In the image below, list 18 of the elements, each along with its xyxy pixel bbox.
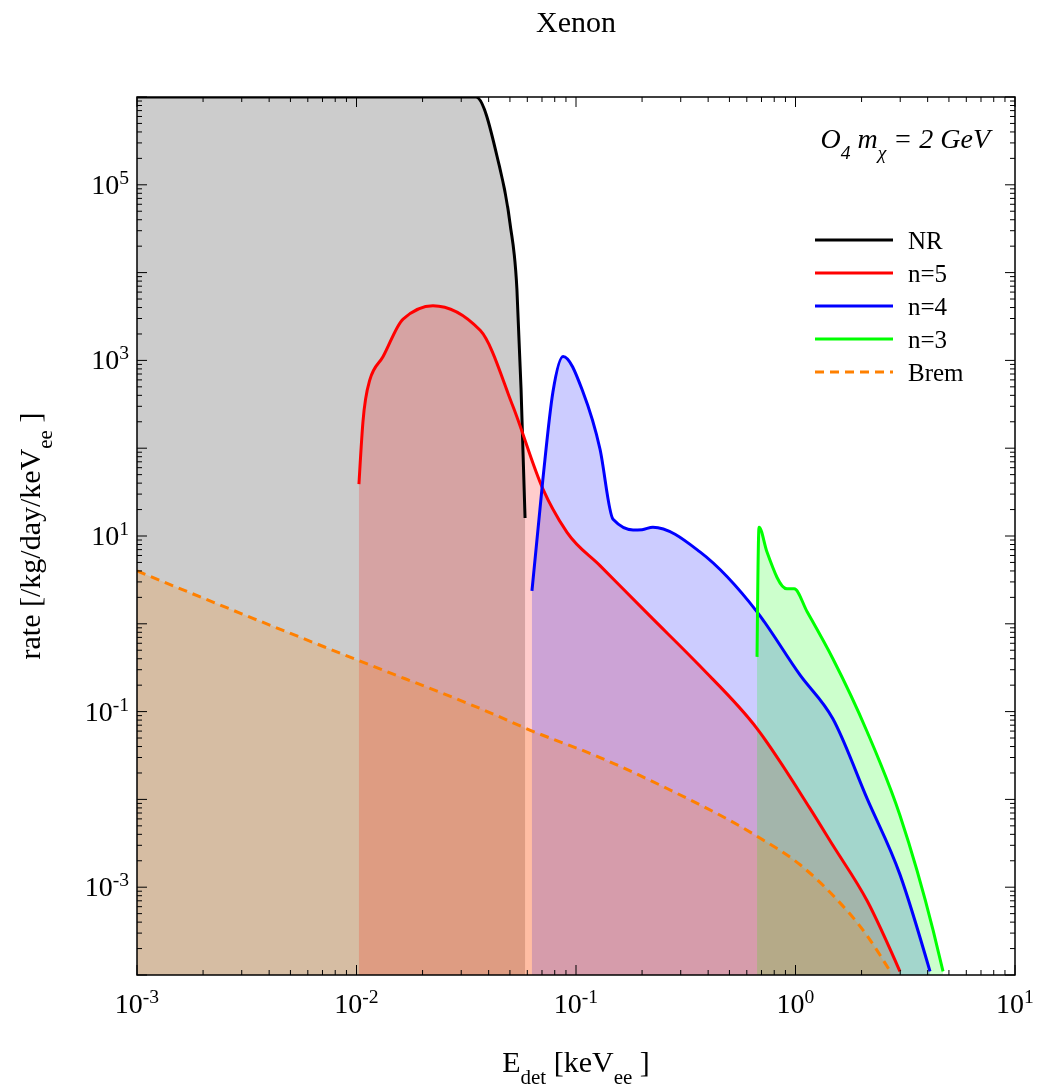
y-tick-label: 10$^{-3}$ [84,868,130,903]
x-tick-label: 10$^{-3}$ [114,985,160,1019]
legend-label: n=3 [908,326,948,353]
x-tick-label: 10$^{-1}$ [553,985,599,1019]
x-axis-title: E$_{det}$ [keV$_{ee}$] [502,1045,650,1086]
legend-label: n=5 [908,260,948,287]
legend-label: Brem [908,359,965,386]
y-tick-label: 10$^{-1}$ [84,693,129,727]
x-tick-label: 10$^{1}$ [996,985,1034,1019]
legend-label: NR [908,227,944,254]
annotation: O$_{4}$ m$_{χ}$ = 2 GeV [820,123,993,163]
x-tick-label: 10$^{-2}$ [334,985,379,1019]
y-tick-label: 10$^{3}$ [91,341,130,376]
chart-title: Xenon [536,5,616,38]
y-tick-label: 10$^{5}$ [91,166,130,200]
y-tick-label: 10$^{1}$ [91,517,129,551]
legend-label: n=4 [908,293,948,320]
x-tick-label: 10$^{0}$ [776,985,815,1019]
